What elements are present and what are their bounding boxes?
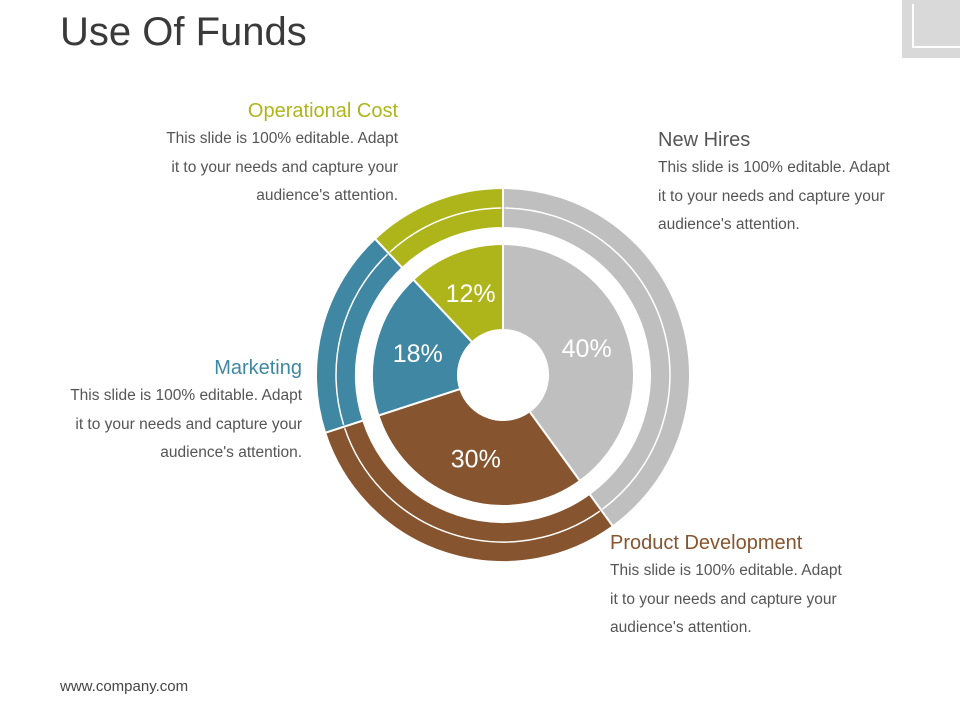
callout-description: This slide is 100% editable. Adapt it to… [658,154,908,240]
desc-line: audience's attention. [610,619,752,636]
slice-label-new-hires: 40% [562,335,612,363]
callout-new-hires: New Hires This slide is 100% editable. A… [658,126,908,240]
desc-line: it to your needs and capture your [658,187,885,205]
desc-line: it to your needs and capture your [75,415,302,433]
desc-line: This slide is 100% editable. Adapt [610,562,842,579]
callout-heading: Marketing [214,357,302,379]
slice-label-operational-cost: 12% [446,280,496,308]
desc-line: This slide is 100% editable. Adapt [70,387,302,404]
slice-product-development [377,387,582,507]
outer-ring-line-marketing [335,253,388,426]
outer-ring-line-product-development [343,427,601,543]
desc-line: This slide is 100% editable. Adapt [166,130,398,147]
slice-label-marketing: 18% [393,340,443,368]
callout-description: This slide is 100% editable. Adapt it to… [610,557,860,643]
outer-ring-segment-new-hires [502,186,691,528]
callout-product-development: Product Development This slide is 100% e… [610,529,860,643]
desc-line: it to your needs and capture your [171,158,398,176]
slice-new-hires [502,242,635,483]
corner-decoration [902,0,960,58]
callout-description: This slide is 100% editable. Adapt it to… [52,382,302,468]
callout-heading: Product Development [610,532,803,554]
slice-marketing [371,278,474,417]
callout-operational-cost: Operational Cost This slide is 100% edit… [148,97,398,211]
outer-ring-line-new-hires [504,207,671,510]
slice-label-product-development: 30% [451,446,501,474]
desc-line: This slide is 100% editable. Adapt [658,159,890,176]
desc-line: it to your needs and capture your [610,590,837,608]
desc-line: audience's attention. [256,187,398,204]
footer-url: www.company.com [60,678,189,695]
callout-marketing: Marketing This slide is 100% editable. A… [52,354,302,468]
outer-ring-line-operational-cost [389,207,502,253]
slide-title: Use Of Funds [60,10,307,54]
callout-heading: Operational Cost [247,100,398,122]
slice-operational-cost [411,242,504,344]
callout-description: This slide is 100% editable. Adapt it to… [148,125,398,211]
desc-line: audience's attention. [658,216,800,233]
desc-line: audience's attention. [160,444,302,461]
callout-heading: New Hires [658,129,751,151]
outer-ring-segment-operational-cost [373,186,504,270]
